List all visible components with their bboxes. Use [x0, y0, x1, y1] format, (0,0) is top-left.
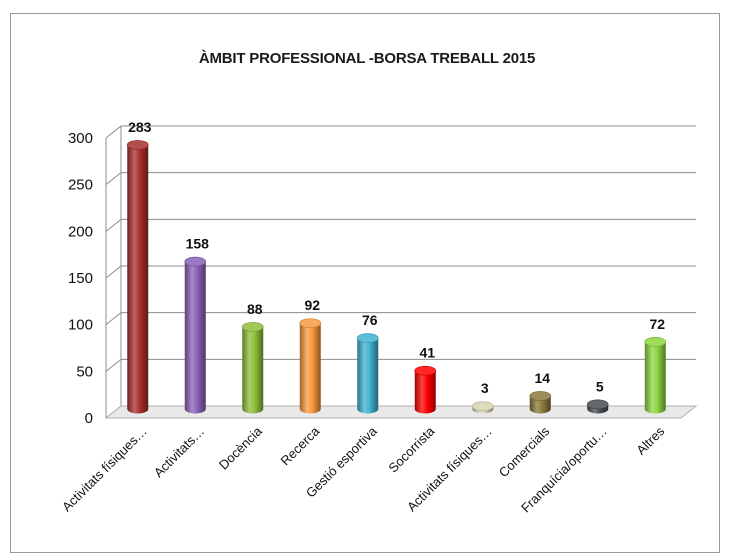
bar — [529, 391, 552, 414]
bar — [471, 401, 494, 414]
x-tick-label: Activitats físiques… — [59, 424, 150, 515]
y-tick-label: 150 — [68, 270, 93, 287]
data-label: 41 — [419, 345, 435, 361]
x-tick-label: Comercials — [496, 423, 553, 480]
x-tick-label: Socorrista — [385, 423, 438, 476]
data-label: 76 — [362, 312, 378, 328]
data-label: 92 — [304, 297, 320, 313]
chart-title: ÀMBIT PROFESSIONAL -BORSA TREBALL 2015 — [198, 50, 536, 67]
x-tick-label: Recerca — [278, 423, 323, 468]
gridline-connector — [105, 312, 122, 326]
gridline-connector — [105, 358, 122, 372]
bar — [184, 256, 207, 414]
data-label: 5 — [596, 378, 604, 394]
y-tick-label: 100 — [68, 317, 93, 334]
data-label: 158 — [186, 236, 210, 252]
bar — [241, 322, 264, 414]
y-tick-label: 0 — [85, 410, 93, 427]
y-tick-label: 300 — [68, 130, 93, 147]
x-tick-label: Activitats… — [151, 424, 208, 481]
gridline-connector — [105, 265, 122, 279]
gridline-connector — [105, 218, 122, 232]
data-label: 283 — [128, 119, 152, 135]
bar — [299, 318, 322, 414]
y-tick-label: 250 — [68, 177, 93, 194]
x-tick-label: Docència — [216, 423, 265, 472]
gridline-connector — [105, 125, 122, 139]
data-label: 72 — [649, 316, 665, 332]
y-tick-label: 50 — [76, 363, 93, 380]
gridline-connector — [105, 172, 122, 186]
y-tick-label: 200 — [68, 223, 93, 240]
data-label: 3 — [481, 380, 489, 396]
bar — [126, 140, 149, 414]
bar — [644, 336, 667, 414]
bar — [356, 333, 379, 414]
bar — [414, 365, 437, 414]
bar — [586, 399, 609, 414]
data-label: 14 — [534, 370, 550, 386]
data-label: 88 — [247, 301, 263, 317]
x-tick-label: Altres — [633, 423, 667, 457]
